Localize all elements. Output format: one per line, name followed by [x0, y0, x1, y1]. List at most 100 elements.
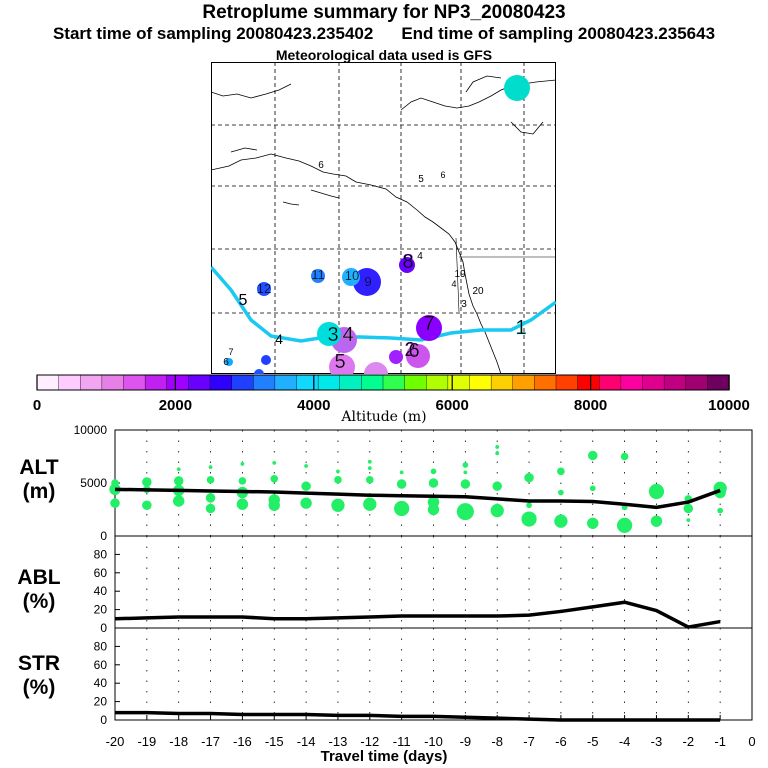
cluster-point — [587, 517, 599, 529]
colorbar-label: Altitude (m) — [341, 409, 427, 425]
cluster-point — [617, 517, 633, 533]
cluster-point — [272, 460, 277, 465]
colorbar-swatch — [361, 374, 384, 391]
chart-title: Retroplume summary for NP3_20080423 — [202, 2, 566, 23]
colorbar-tick-label: 4000 — [297, 397, 330, 414]
colorbar-tick-label: 0 — [33, 397, 41, 414]
cluster-point — [428, 478, 439, 488]
colorbar-swatch — [555, 374, 579, 391]
panel-frame — [114, 535, 753, 629]
plume-cluster — [311, 269, 325, 283]
colorbar-swatch — [577, 374, 600, 391]
colorbar-tick-label: 2000 — [159, 397, 192, 414]
cluster-point — [620, 452, 629, 461]
plume-track — [211, 265, 556, 343]
colorbar-swatch — [231, 374, 254, 391]
cluster-point — [588, 450, 598, 461]
cluster-point — [206, 476, 215, 484]
colorbar-tick-label: 8000 — [574, 397, 607, 414]
map-label: 5 — [418, 174, 424, 185]
y-tick-label: 60 — [94, 658, 108, 672]
cluster-point — [524, 472, 534, 483]
cluster-point — [648, 483, 665, 500]
plume-cluster — [342, 268, 360, 286]
map-label: 4 — [342, 324, 353, 346]
x-tick-label: -13 — [329, 734, 348, 749]
map-label: 9 — [364, 274, 371, 289]
map-label: 10 — [345, 268, 359, 283]
cluster-point — [456, 503, 474, 521]
cluster-point — [495, 451, 500, 456]
x-tick-label: -3 — [651, 734, 663, 749]
x-tick-label: -5 — [587, 734, 599, 749]
plume-cluster — [504, 75, 530, 101]
y-tick-label: 0 — [100, 529, 107, 543]
colorbar-swatch — [534, 374, 557, 391]
y-tick-label: 80 — [94, 639, 108, 653]
y-tick-label: 40 — [94, 584, 108, 598]
y-tick-label: 40 — [94, 676, 108, 690]
cluster-point — [336, 469, 340, 474]
plume-cluster — [406, 344, 430, 368]
plume-cluster — [399, 257, 415, 273]
sampling-times: Start time of sampling 20080423.235402 En… — [0, 24, 768, 44]
plume-cluster — [225, 358, 233, 366]
colorbar-swatch — [447, 374, 471, 391]
cluster-point — [394, 500, 410, 517]
colorbar-swatch — [707, 374, 730, 391]
panel-alt: 0 5000 10000 — [74, 423, 753, 543]
colorbar-swatch — [599, 374, 622, 391]
colorbar-swatch — [685, 374, 709, 391]
x-tick-label: -7 — [523, 734, 535, 749]
plume-cluster — [416, 315, 442, 341]
map-label: 6 — [318, 160, 324, 171]
map-label: 7 — [228, 347, 233, 357]
cluster-point — [173, 495, 185, 507]
altitude-colorbar: 0 2000 4000 6000 8000 10000 — [33, 374, 750, 414]
map-label: 12 — [257, 281, 271, 296]
plume-cluster — [317, 322, 341, 346]
panel-label-alt: ALT (m) — [19, 456, 59, 503]
map-label: 4 — [275, 331, 283, 347]
cluster-point — [111, 479, 119, 487]
map-label: 2 — [404, 339, 415, 361]
cluster-point — [427, 503, 440, 516]
plume-clusters — [225, 75, 530, 374]
met-data-note: Meteorological data used is GFS — [275, 47, 493, 63]
cluster-point — [683, 503, 694, 514]
colorbar-swatch — [253, 374, 276, 391]
cluster-point — [363, 497, 377, 511]
cluster-point — [109, 483, 121, 496]
plume-cluster — [364, 362, 388, 374]
cluster-point — [460, 479, 471, 489]
y-tick-label: 0 — [100, 713, 107, 727]
panel-abl: 0 20 40 60 80 — [94, 535, 753, 635]
colorbar-swatches — [36, 374, 730, 391]
map-label: 1 — [515, 317, 526, 339]
cluster-point — [554, 514, 568, 528]
cluster-point — [205, 503, 216, 514]
y-tick-label: 20 — [94, 603, 108, 617]
cluster-point — [463, 470, 468, 475]
x-tick-label: -1 — [714, 734, 726, 749]
panel-label-abl: ABL (%) — [17, 566, 61, 613]
colorbar-swatch — [101, 374, 125, 391]
cluster-point — [142, 477, 152, 487]
map-label: 7 — [423, 313, 434, 335]
x-tick-label: 0 — [748, 734, 755, 749]
cluster-point — [331, 498, 345, 512]
cluster-point — [589, 485, 596, 492]
x-tick-label: -8 — [491, 734, 503, 749]
map-label: 3 — [327, 324, 338, 346]
cluster-point — [366, 476, 374, 484]
x-tick-label: -19 — [137, 734, 156, 749]
islands — [230, 75, 544, 153]
start-time: Start time of sampling 20080423.235402 — [52, 24, 374, 43]
colorbar-ticks: 0 2000 4000 6000 8000 10000 — [33, 375, 750, 414]
map-frame — [211, 62, 556, 374]
borders — [455, 237, 556, 313]
plume-cluster — [254, 369, 264, 374]
x-axis-label: Travel time (days) — [320, 748, 448, 765]
cluster-point — [495, 445, 500, 449]
panel-str: 0 20 40 60 80 — [94, 627, 753, 727]
